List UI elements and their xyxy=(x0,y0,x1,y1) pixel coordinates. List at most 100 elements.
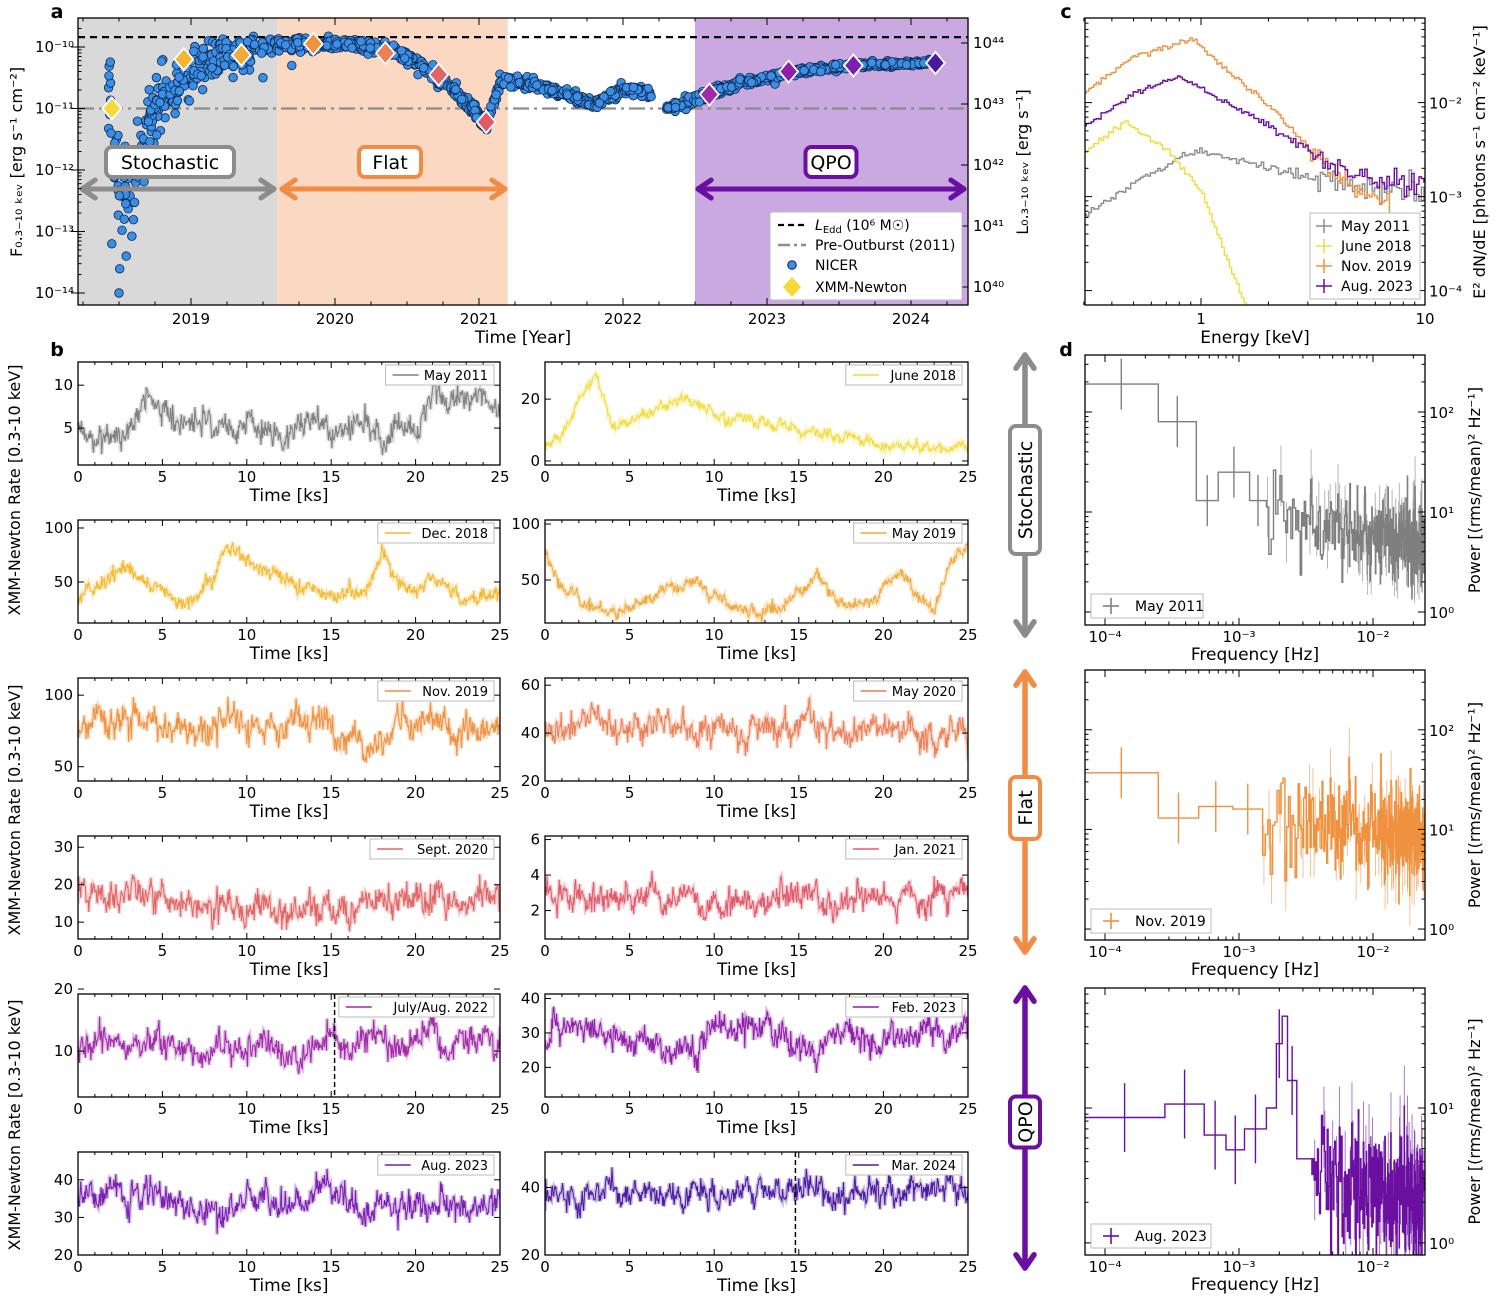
panel-label-b: b xyxy=(50,339,64,361)
legend-a: LEdd (10⁶ M☉) Pre-Outburst (2011) NICER XMM… xyxy=(769,211,963,301)
y-tick-label: 40 xyxy=(54,1171,73,1189)
legend-june-2018: June 2018 xyxy=(845,364,963,386)
legend-box xyxy=(377,1154,495,1176)
legend-label: June 2018 xyxy=(1340,239,1412,255)
x-tick-label: 25 xyxy=(490,626,509,644)
nicer-point xyxy=(127,231,137,241)
nicer-point xyxy=(694,97,705,107)
y-tick-label: 10⁰ xyxy=(1429,1235,1454,1253)
x-tick-label: 20 xyxy=(406,784,425,802)
x-tick-label: 10 xyxy=(237,1258,256,1276)
x-tick-label: 10 xyxy=(237,1100,256,1118)
x-axis-label: Time [ks] xyxy=(716,960,796,980)
x-axis-label: Energy [keV] xyxy=(1200,328,1310,348)
legend-label: Nov. 2019 xyxy=(422,685,488,700)
state-label-vertical-flat: Flat xyxy=(1008,775,1042,841)
state-label-vertical-qpo: QPO xyxy=(1008,1094,1042,1150)
nicer-point xyxy=(129,197,140,208)
x-tick-label: 25 xyxy=(958,1258,977,1276)
light-curve-frame xyxy=(544,993,969,1098)
x-tick-label: 2021 xyxy=(460,310,498,328)
x-tick-label: 15 xyxy=(322,468,341,486)
y-tick-label: 20 xyxy=(54,876,73,894)
legend-may-2019: May 2019 xyxy=(853,522,963,544)
x-tick-label: 10⁻⁴ xyxy=(1088,943,1121,961)
arrow-head xyxy=(489,177,508,201)
x-axis-label: Time [ks] xyxy=(249,644,329,664)
x-tick-label: 20 xyxy=(406,626,425,644)
legend-marker-xmm xyxy=(783,277,801,297)
nicer-point xyxy=(491,90,501,100)
y-tick-label: 100 xyxy=(44,686,73,704)
x-tick-label: 20 xyxy=(406,1100,425,1118)
x-axis-label: Time [ks] xyxy=(249,802,329,822)
y-tick-label: 20 xyxy=(54,980,73,998)
light-curve-frame xyxy=(544,1151,969,1256)
y-tick-label: 10⁰ xyxy=(1429,921,1454,939)
light-curve-line xyxy=(545,1162,968,1219)
legend-box xyxy=(769,211,963,301)
psd-line xyxy=(1085,753,1425,905)
nicer-point xyxy=(132,116,143,126)
nicer-point xyxy=(219,60,230,70)
x-tick-label: 20 xyxy=(406,1258,425,1276)
y-right-axis-label: L₀.₃₋₁₀ ₖₑᵥ [erg s⁻¹] xyxy=(1013,89,1032,235)
legend-label: Nov. 2019 xyxy=(1341,259,1412,275)
x-tick-label: 5 xyxy=(625,784,635,802)
y-tick-label: 10⁰ xyxy=(1429,604,1454,622)
x-tick-label: 0 xyxy=(73,1258,83,1276)
y-axis-label: E² dN/dE [photons s⁻¹ cm⁻² keV⁻¹] xyxy=(1470,25,1489,299)
nicer-point xyxy=(281,40,291,50)
legend-label: Sept. 2020 xyxy=(417,843,488,858)
nicer-point xyxy=(155,97,165,108)
nicer-point xyxy=(114,191,125,201)
panel-c-frame xyxy=(1084,17,1426,306)
panel-label-a: a xyxy=(51,1,64,23)
legend-label: May 2011 xyxy=(1341,219,1410,235)
error-band xyxy=(545,869,968,925)
nicer-point xyxy=(207,63,217,73)
x-tick-label: 5 xyxy=(625,942,635,960)
light-curve-8 xyxy=(545,869,968,925)
y-tick-label: 10¹ xyxy=(1429,1100,1454,1118)
nicer-point xyxy=(174,72,184,82)
nicer-point xyxy=(830,60,841,70)
x-tick-label: 10 xyxy=(237,942,256,960)
x-tick-label: 0 xyxy=(540,468,550,486)
y-tick-label: 10¹ xyxy=(1429,504,1454,522)
arrow-head xyxy=(1013,619,1037,638)
x-tick-label: 15 xyxy=(322,942,341,960)
legend-c: May 2011 June 2018 Nov. 2019 Aug. 2023 xyxy=(1309,212,1421,300)
y-tick-label: 0 xyxy=(530,452,540,470)
nicer-point xyxy=(605,86,616,97)
psd-2 xyxy=(1085,727,1425,926)
legend-label: May 2011 xyxy=(1135,599,1204,615)
psd-line xyxy=(1085,383,1425,600)
y-tick-label: 100 xyxy=(44,519,73,537)
x-axis-label: Time [ks] xyxy=(716,1276,796,1296)
nicer-point xyxy=(174,86,185,96)
legend-psd-3: Aug. 2023 xyxy=(1090,1223,1212,1249)
y-tick-label: 10¹ xyxy=(1429,821,1454,839)
y-tick-label: 100 xyxy=(511,515,540,533)
xmm-newton-point xyxy=(924,50,946,76)
legend-marker-nicer xyxy=(787,260,797,270)
legend-sept-2020: Sept. 2020 xyxy=(369,838,495,860)
arrow-head xyxy=(1013,352,1037,371)
legend-box xyxy=(845,996,963,1018)
y-tick-label: 30 xyxy=(54,838,73,856)
x-tick-label: 5 xyxy=(158,468,168,486)
legend-box xyxy=(1309,212,1421,300)
xmm-newton-point xyxy=(475,109,497,135)
label-box xyxy=(1008,775,1042,841)
light-curve-line xyxy=(78,542,500,610)
x-tick-label: 15 xyxy=(789,942,808,960)
x-tick-label: 0 xyxy=(540,784,550,802)
legend-label-xmm: XMM-Newton xyxy=(815,280,907,296)
x-tick-label: 10 xyxy=(237,468,256,486)
light-curve-line xyxy=(78,1012,500,1075)
legend-jan-2021: Jan. 2021 xyxy=(845,838,963,860)
x-tick-label: 20 xyxy=(874,1100,893,1118)
legend-label: Nov. 2019 xyxy=(1135,914,1206,930)
